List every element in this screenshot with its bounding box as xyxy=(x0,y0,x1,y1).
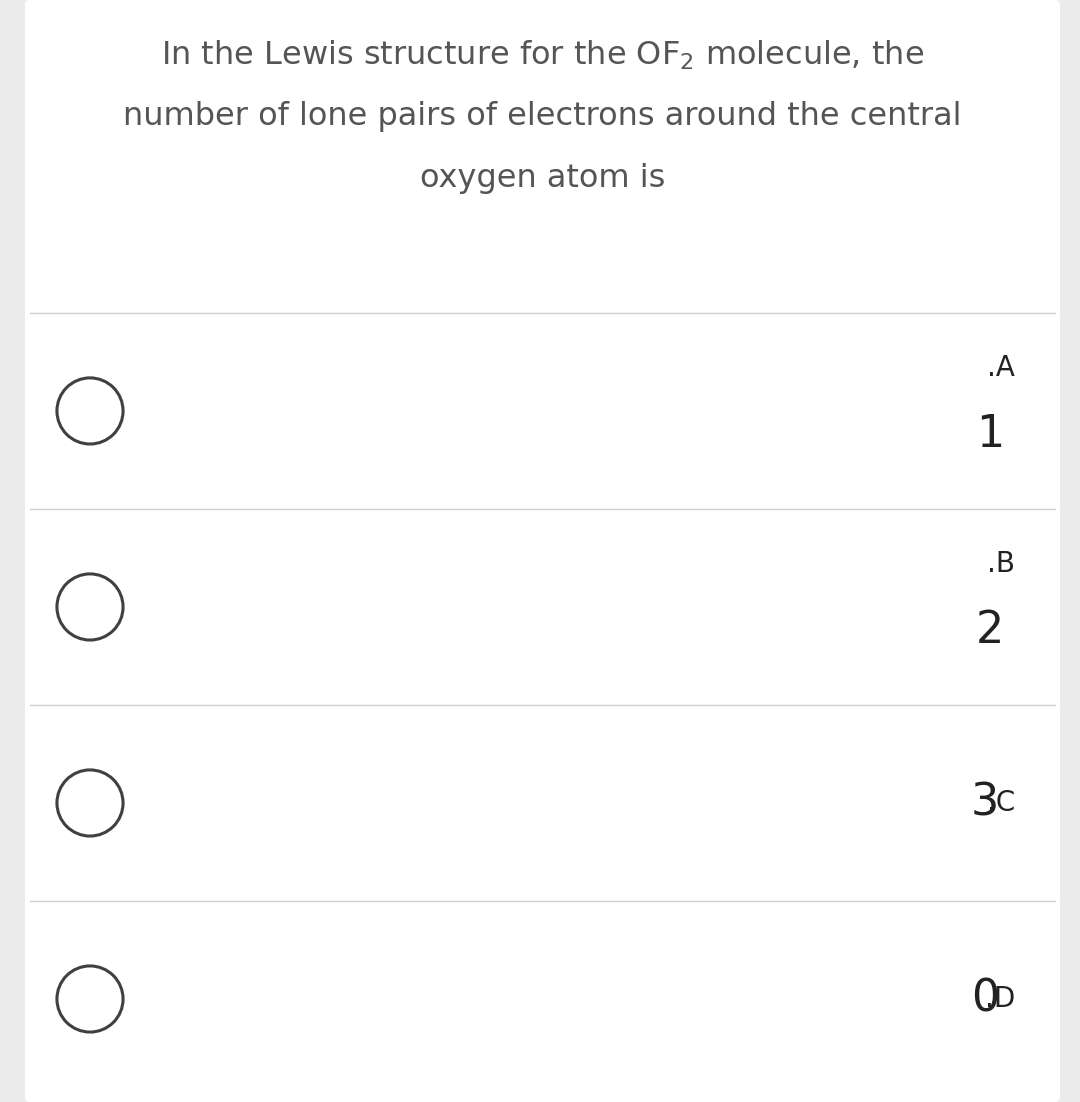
Text: .D: .D xyxy=(985,985,1015,1013)
Text: 3: 3 xyxy=(971,781,999,824)
FancyBboxPatch shape xyxy=(25,0,1059,1102)
Text: number of lone pairs of electrons around the central: number of lone pairs of electrons around… xyxy=(123,101,962,132)
Text: 2: 2 xyxy=(976,609,1004,652)
Text: 1: 1 xyxy=(976,413,1004,456)
Text: In the Lewis structure for the OF$_2$ molecule, the: In the Lewis structure for the OF$_2$ mo… xyxy=(161,39,924,72)
Text: .B: .B xyxy=(987,550,1015,577)
Text: oxygen atom is: oxygen atom is xyxy=(420,163,665,194)
Text: .A: .A xyxy=(987,354,1015,381)
Text: 0: 0 xyxy=(971,977,999,1020)
Text: .C: .C xyxy=(987,789,1015,817)
